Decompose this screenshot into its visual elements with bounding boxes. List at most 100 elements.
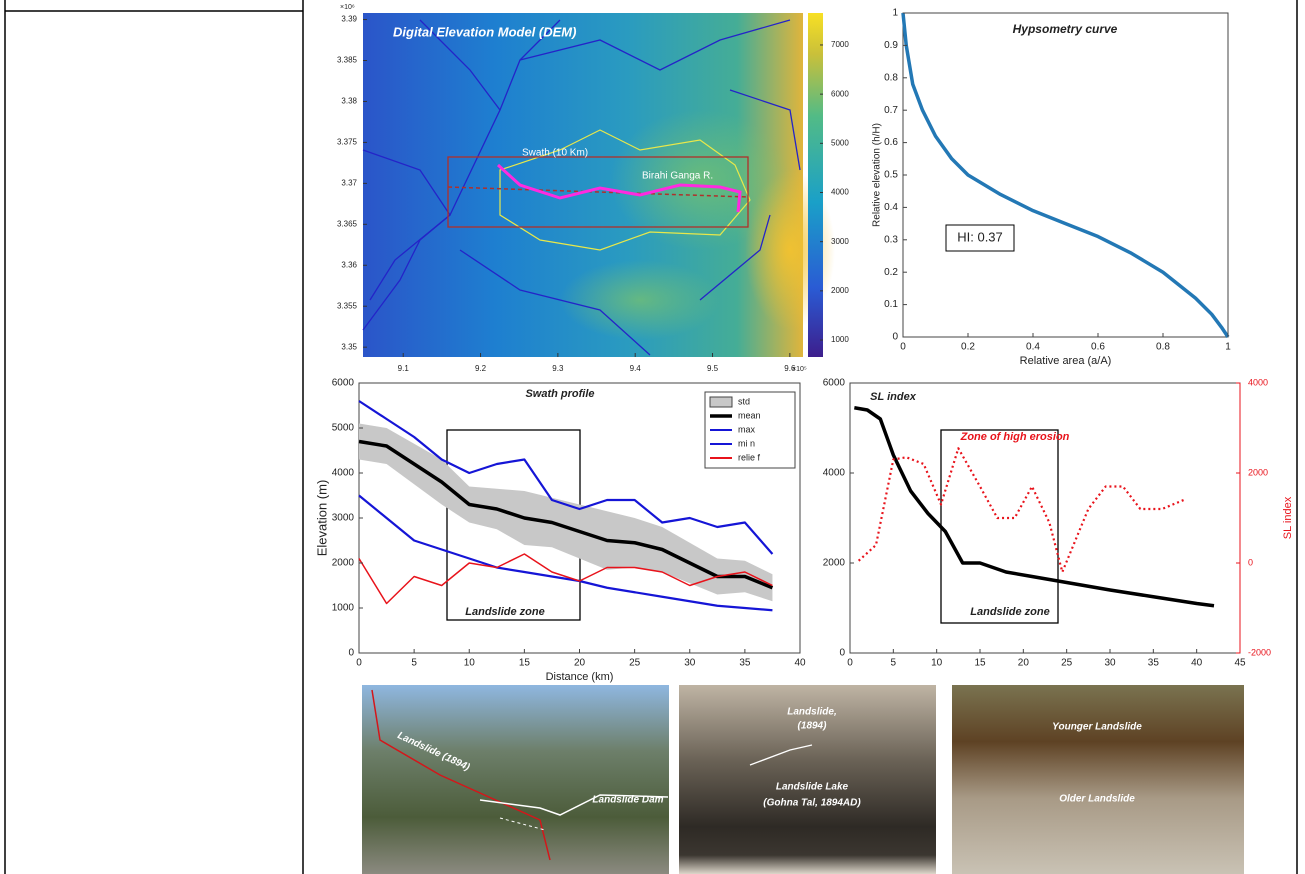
- y-tick-label: 3.375: [337, 138, 358, 147]
- map-label: Birahi Ganga R.: [642, 171, 713, 182]
- colorbar-label: 6000: [831, 89, 849, 98]
- x-tick-label: 9.4: [630, 364, 642, 373]
- x-tick-label: 0: [356, 658, 362, 669]
- map-label: Swath (10 Km): [522, 148, 588, 159]
- y-tick-label: 3.385: [337, 56, 358, 65]
- x-tick-label: 20: [1018, 658, 1030, 669]
- chart-title: Hypsometry curve: [1013, 22, 1118, 36]
- x-tick-label: 25: [1061, 658, 1073, 669]
- colorbar-label: 2000: [831, 286, 849, 295]
- y-tick-label: 0: [839, 648, 845, 659]
- legend-label: mi n: [738, 438, 755, 448]
- x-tick-label: 1: [1225, 342, 1231, 353]
- y-tick-label: 4000: [332, 468, 355, 479]
- x-label: Distance (km): [546, 671, 614, 683]
- photo-label: (1894): [798, 721, 828, 732]
- x-tick-label: 0.8: [1156, 342, 1170, 353]
- colorbar-label: 3000: [831, 237, 849, 246]
- y-multiplier: ×10⁶: [340, 4, 355, 11]
- photo-label: Landslide Dam: [592, 795, 663, 806]
- y2-tick-label: 2000: [1248, 467, 1268, 477]
- x-tick-label: 25: [629, 658, 641, 669]
- y-tick-label: 0: [348, 648, 354, 659]
- y-tick-label: 3.355: [337, 301, 358, 310]
- y-tick-label: 6000: [332, 378, 355, 389]
- y-tick-label: 0.8: [884, 72, 898, 83]
- x-tick-label: 9.2: [475, 364, 487, 373]
- y2-tick-label: -2000: [1248, 647, 1271, 657]
- y-tick-label: 0.7: [884, 105, 898, 116]
- colorbar-label: 7000: [831, 40, 849, 49]
- colorbar-label: 5000: [831, 138, 849, 147]
- x-tick-label: 30: [684, 658, 696, 669]
- y-tick-label: 0.5: [884, 170, 898, 181]
- legend-label: std: [738, 396, 750, 406]
- colorbar-label: 4000: [831, 188, 849, 197]
- photo-label: Older Landslide: [1059, 794, 1135, 805]
- y-tick-label: 2000: [332, 558, 355, 569]
- x-label: Relative area (a/A): [1020, 355, 1112, 367]
- y-tick-label: 4000: [823, 468, 846, 479]
- colorbar-label: 1000: [831, 335, 849, 344]
- x-tick-label: 10: [931, 658, 943, 669]
- y-label: Elevation (m): [314, 480, 329, 557]
- photo-label: (Gohna Tal, 1894AD): [763, 798, 861, 809]
- annotation: HI: 0.37: [957, 229, 1003, 244]
- x-tick-label: 0.6: [1091, 342, 1105, 353]
- y-tick-label: 1: [892, 8, 898, 19]
- y-tick-label: 3.38: [341, 97, 357, 106]
- map-title: Digital Elevation Model (DEM): [393, 24, 576, 39]
- y-tick-label: 0.1: [884, 299, 898, 310]
- y-tick-label: 0: [892, 332, 898, 343]
- y-tick-label: 3.36: [341, 260, 357, 269]
- x-tick-label: 5: [891, 658, 897, 669]
- x-tick-label: 15: [974, 658, 986, 669]
- y-tick-label: 2000: [823, 558, 846, 569]
- photo-label: Landslide,: [787, 707, 836, 718]
- x-tick-label: 0: [900, 342, 906, 353]
- y-tick-label: 3.39: [341, 15, 357, 24]
- legend-label: relie f: [738, 452, 761, 462]
- x-tick-label: 9.1: [398, 364, 410, 373]
- y2-tick-label: 0: [1248, 557, 1253, 567]
- y-tick-label: 3.35: [341, 342, 357, 351]
- x-tick-label: 9.5: [707, 364, 719, 373]
- page: Digital Elevation Model (DEM)9.19.29.39.…: [0, 0, 1305, 874]
- x-tick-label: 15: [519, 658, 531, 669]
- plot-frame: [903, 13, 1228, 337]
- chart-title: SL index: [870, 391, 917, 403]
- y-tick-label: 3.365: [337, 219, 358, 228]
- x-tick-label: 0.4: [1026, 342, 1040, 353]
- legend-label: mean: [738, 410, 761, 420]
- y-label: Relative elevation (h/H): [872, 123, 883, 227]
- photo-label: Younger Landslide: [1052, 722, 1142, 733]
- annotation: Zone of high erosion: [960, 431, 1070, 443]
- x-tick-label: 10: [464, 658, 476, 669]
- x-tick-label: 30: [1104, 658, 1116, 669]
- x-tick-label: 45: [1234, 658, 1246, 669]
- photo-label: Landslide Lake: [776, 782, 849, 793]
- y-tick-label: 6000: [823, 378, 846, 389]
- annotation: Landslide zone: [465, 606, 544, 618]
- x-tick-label: 0: [847, 658, 853, 669]
- x-tick-label: 35: [1148, 658, 1160, 669]
- y-tick-label: 3000: [332, 513, 355, 524]
- x-multiplier: ×10⁵: [792, 366, 807, 373]
- x-tick-label: 40: [794, 658, 806, 669]
- chart-title: Swath profile: [525, 388, 594, 400]
- y2-label: SL index: [1282, 496, 1294, 539]
- x-tick-label: 5: [411, 658, 417, 669]
- x-tick-label: 40: [1191, 658, 1203, 669]
- x-tick-label: 35: [739, 658, 751, 669]
- y-tick-label: 3.37: [341, 178, 357, 187]
- y-tick-label: 5000: [332, 423, 355, 434]
- x-tick-label: 20: [574, 658, 586, 669]
- y-tick-label: 0.3: [884, 234, 898, 245]
- annotation: Landslide zone: [970, 606, 1049, 618]
- y-tick-label: 0.9: [884, 40, 898, 51]
- x-tick-label: 0.2: [961, 342, 975, 353]
- legend-swatch: [710, 397, 732, 407]
- legend-label: max: [738, 424, 756, 434]
- y-tick-label: 1000: [332, 603, 355, 614]
- y-tick-label: 0.4: [884, 202, 898, 213]
